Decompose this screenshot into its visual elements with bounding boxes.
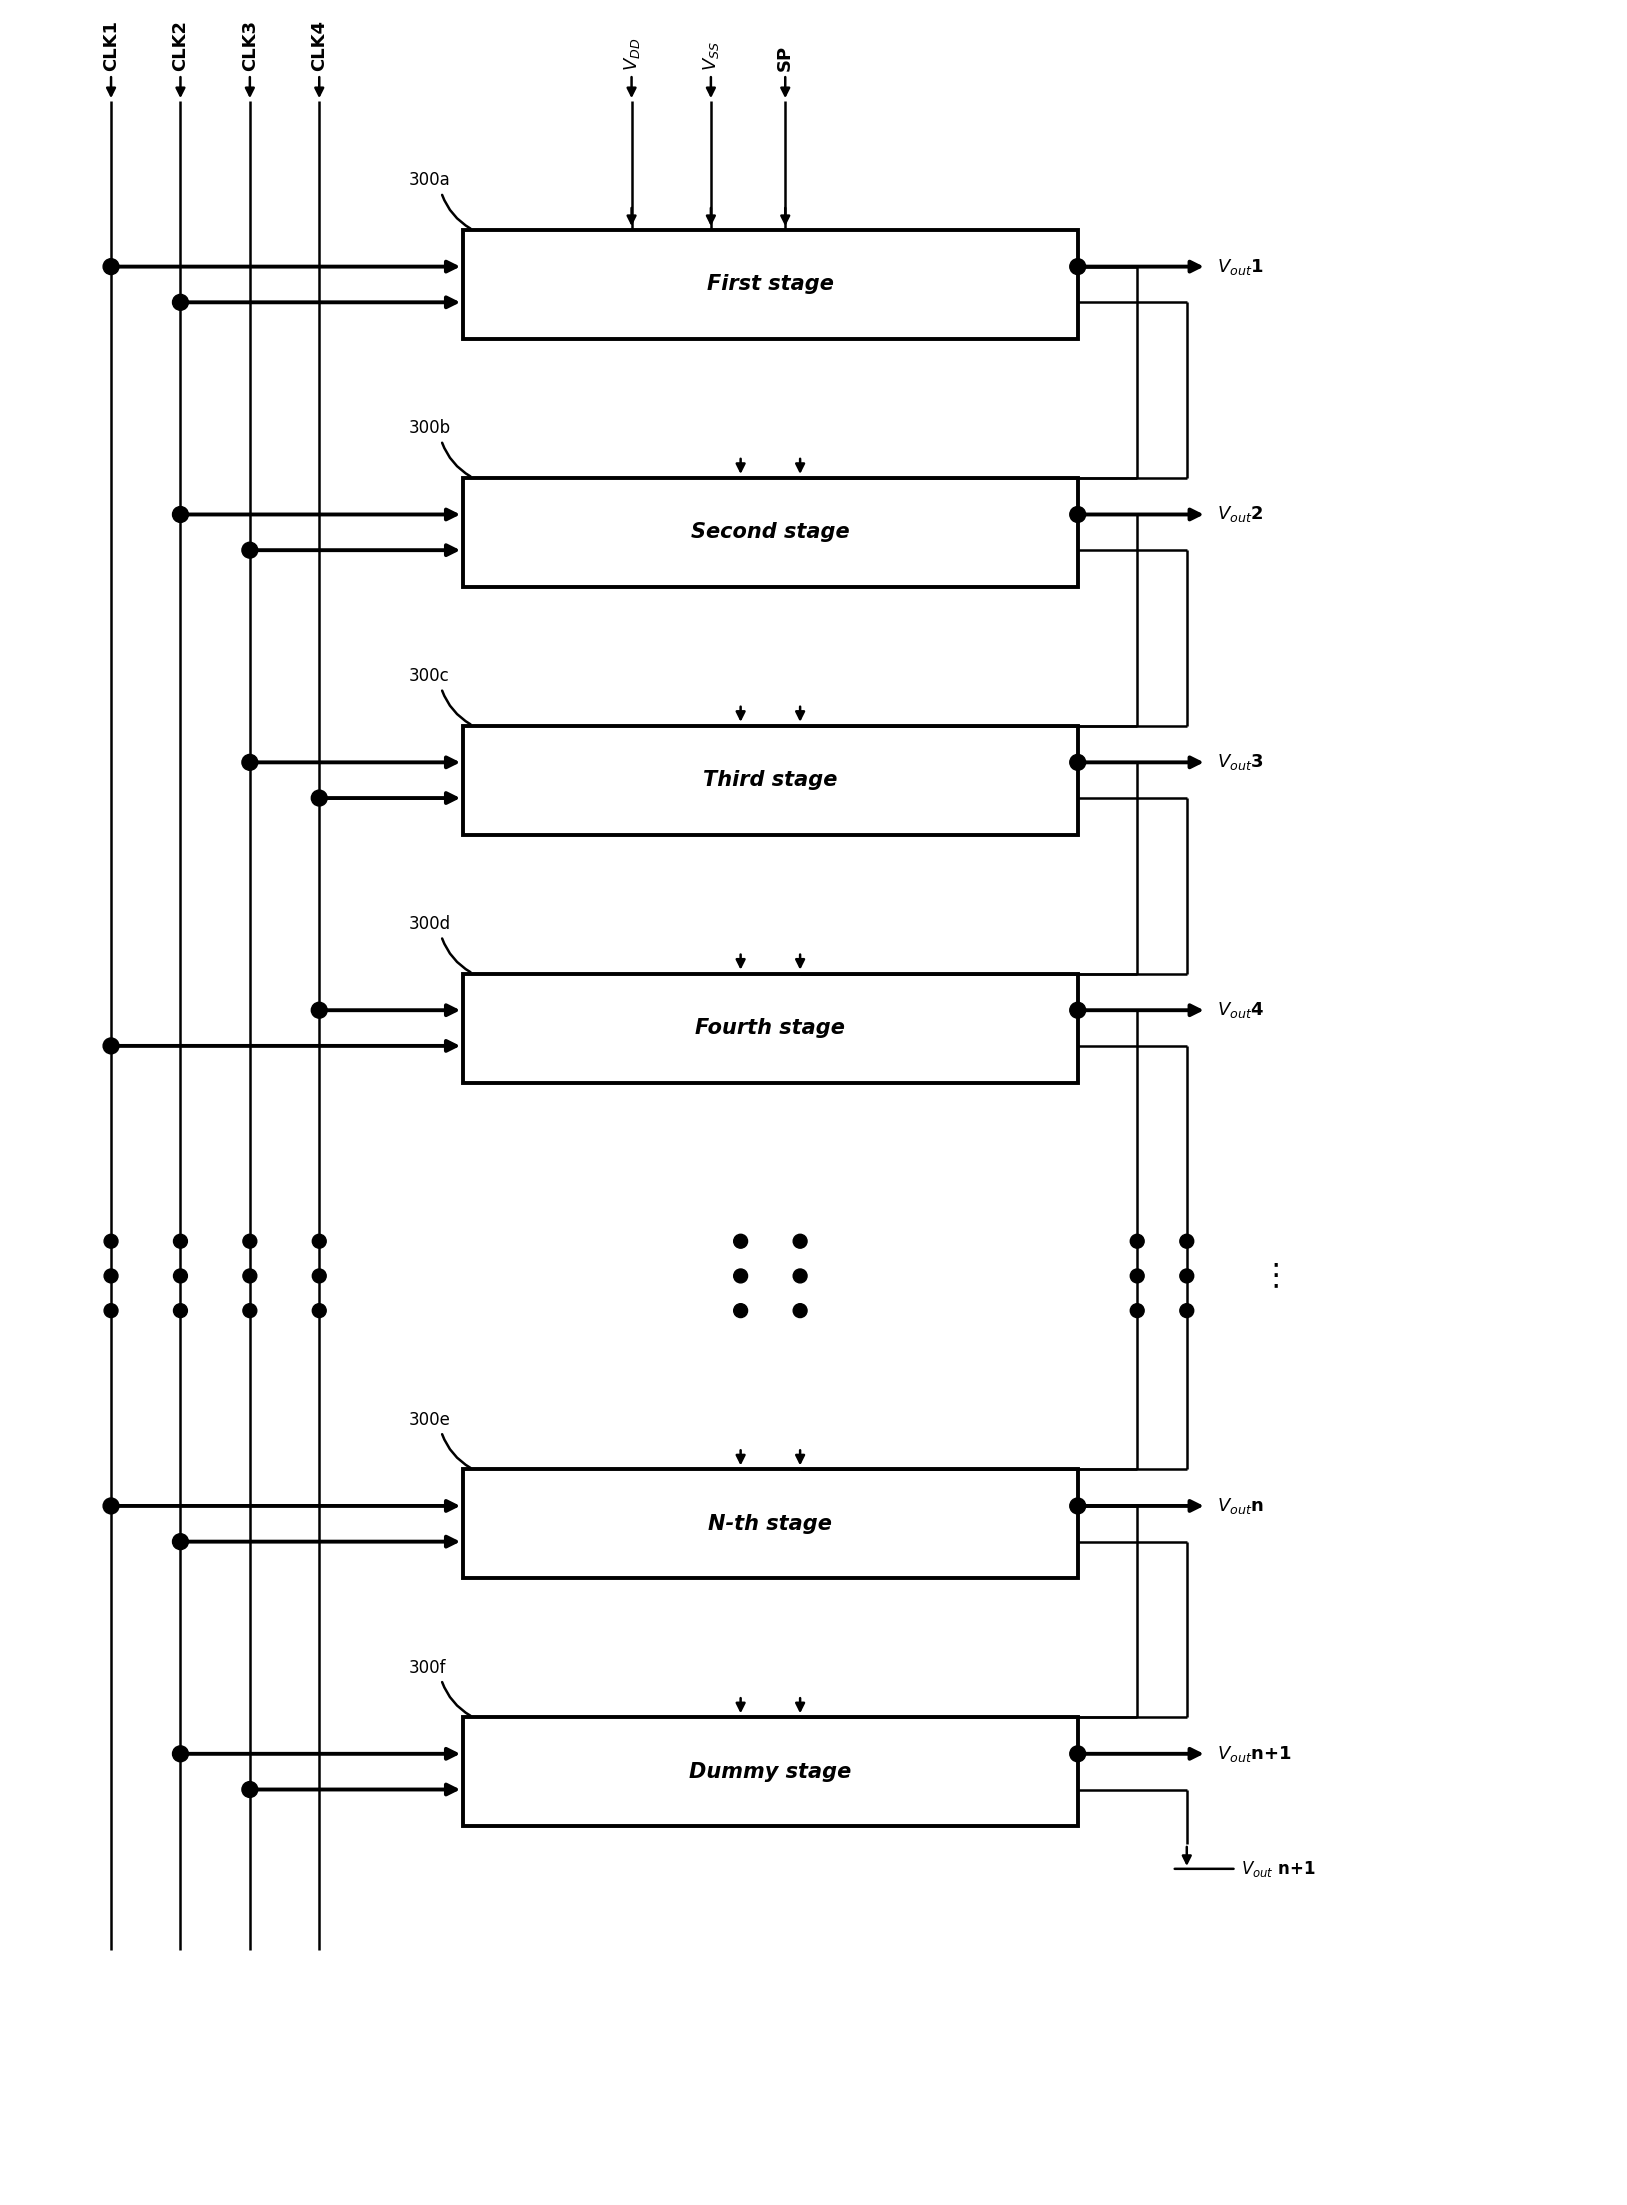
Circle shape	[174, 1270, 187, 1283]
Text: $V_{out}$3: $V_{out}$3	[1217, 752, 1263, 772]
Text: 300c: 300c	[408, 668, 449, 686]
Text: $V_{out}$n+1: $V_{out}$n+1	[1217, 1744, 1292, 1764]
Text: $V_{out}$n: $V_{out}$n	[1217, 1495, 1263, 1517]
Circle shape	[1071, 1003, 1085, 1019]
Text: $V_{SS}$: $V_{SS}$	[701, 42, 721, 71]
Text: Fourth stage: Fourth stage	[695, 1019, 846, 1039]
Circle shape	[104, 1235, 119, 1248]
FancyBboxPatch shape	[464, 478, 1077, 587]
Circle shape	[104, 1303, 119, 1319]
Text: CLK1: CLK1	[103, 20, 120, 71]
Circle shape	[103, 1497, 119, 1515]
Circle shape	[174, 1235, 187, 1248]
Circle shape	[242, 1270, 257, 1283]
Text: 300b: 300b	[408, 419, 451, 437]
Circle shape	[734, 1235, 747, 1248]
Circle shape	[1180, 1303, 1194, 1319]
Circle shape	[1071, 258, 1085, 276]
Circle shape	[734, 1303, 747, 1319]
Circle shape	[1131, 1303, 1144, 1319]
Circle shape	[242, 1303, 257, 1319]
Text: $V_{out}$ n+1: $V_{out}$ n+1	[1241, 1859, 1316, 1879]
Circle shape	[104, 1270, 119, 1283]
Circle shape	[1180, 1235, 1194, 1248]
Circle shape	[1071, 1497, 1085, 1515]
Text: Dummy stage: Dummy stage	[690, 1762, 851, 1782]
Text: 300d: 300d	[408, 915, 451, 933]
FancyBboxPatch shape	[464, 1718, 1077, 1826]
Circle shape	[172, 1746, 189, 1762]
Circle shape	[794, 1303, 807, 1319]
Circle shape	[103, 258, 119, 276]
Circle shape	[242, 754, 257, 770]
Circle shape	[1071, 754, 1085, 770]
Text: CLK4: CLK4	[311, 20, 329, 71]
FancyBboxPatch shape	[464, 1469, 1077, 1579]
Text: ⋮: ⋮	[1261, 1261, 1292, 1290]
Circle shape	[734, 1270, 747, 1283]
Circle shape	[1131, 1270, 1144, 1283]
Circle shape	[172, 295, 189, 311]
Circle shape	[103, 1039, 119, 1054]
Circle shape	[312, 1235, 325, 1248]
Text: SP: SP	[776, 44, 794, 71]
Text: CLK2: CLK2	[171, 20, 189, 71]
FancyBboxPatch shape	[464, 229, 1077, 340]
Circle shape	[242, 1235, 257, 1248]
Circle shape	[242, 1782, 257, 1797]
Text: CLK3: CLK3	[241, 20, 259, 71]
Text: Second stage: Second stage	[691, 523, 849, 542]
Text: First stage: First stage	[708, 273, 833, 295]
Circle shape	[1071, 1746, 1085, 1762]
Circle shape	[311, 1003, 327, 1019]
Circle shape	[1180, 1270, 1194, 1283]
Text: 300f: 300f	[408, 1658, 446, 1676]
Text: $V_{out}$2: $V_{out}$2	[1217, 505, 1263, 525]
Text: $V_{DD}$: $V_{DD}$	[622, 37, 641, 71]
Circle shape	[172, 507, 189, 523]
Text: N-th stage: N-th stage	[708, 1515, 833, 1535]
Circle shape	[1131, 1235, 1144, 1248]
Text: $V_{out}$1: $V_{out}$1	[1217, 256, 1263, 276]
Circle shape	[311, 789, 327, 807]
Text: Third stage: Third stage	[703, 770, 838, 789]
Circle shape	[794, 1270, 807, 1283]
Text: 300a: 300a	[408, 172, 451, 190]
Circle shape	[312, 1270, 325, 1283]
Text: 300e: 300e	[408, 1411, 451, 1429]
FancyBboxPatch shape	[464, 725, 1077, 836]
Circle shape	[242, 542, 257, 558]
Circle shape	[312, 1303, 325, 1319]
Circle shape	[174, 1303, 187, 1319]
Text: $V_{out}$4: $V_{out}$4	[1217, 1001, 1264, 1021]
Circle shape	[172, 1535, 189, 1550]
Circle shape	[794, 1235, 807, 1248]
FancyBboxPatch shape	[464, 975, 1077, 1083]
Circle shape	[1071, 507, 1085, 523]
